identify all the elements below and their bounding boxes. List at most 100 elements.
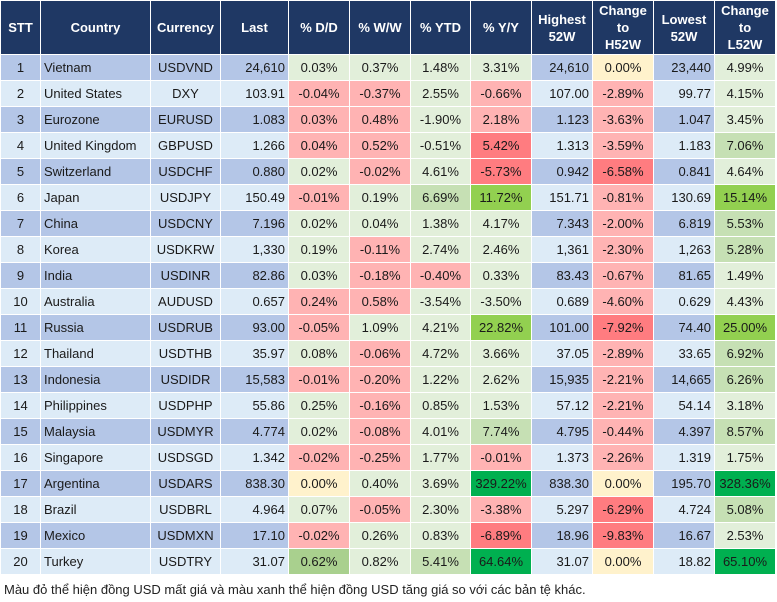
cell-pct-yy: -6.89% bbox=[470, 522, 532, 549]
cell-change-to-h52w: -0.81% bbox=[592, 184, 654, 211]
cell-pct-yy: -5.73% bbox=[470, 158, 532, 185]
cell-pct-ww: -0.16% bbox=[349, 392, 411, 419]
cell-currency: USDMYR bbox=[150, 418, 221, 445]
cell-currency: USDPHP bbox=[150, 392, 221, 419]
table-row: 14 Philippines USDPHP 55.86 0.25% -0.16% 0.85%… bbox=[0, 392, 776, 419]
cell-stt: 18 bbox=[0, 496, 41, 523]
cell-last: 35.97 bbox=[220, 340, 289, 367]
cell-last: 4.774 bbox=[220, 418, 289, 445]
cell-highest-52w: 18.96 bbox=[531, 522, 593, 549]
cell-stt: 14 bbox=[0, 392, 41, 419]
cell-pct-ww: -0.06% bbox=[349, 340, 411, 367]
cell-change-to-l52w: 6.92% bbox=[714, 340, 776, 367]
cell-stt: 15 bbox=[0, 418, 41, 445]
cell-pct-yy: 0.33% bbox=[470, 262, 532, 289]
cell-highest-52w: 1.373 bbox=[531, 444, 593, 471]
cell-pct-yy: 2.62% bbox=[470, 366, 532, 393]
cell-currency: USDIDR bbox=[150, 366, 221, 393]
cell-country: Brazil bbox=[40, 496, 151, 523]
cell-pct-ww: -0.18% bbox=[349, 262, 411, 289]
table-row: 7 China USDCNY 7.196 0.02% 0.04% 1.38% 4.17% 7.3… bbox=[0, 210, 776, 237]
cell-pct-dd: 0.03% bbox=[288, 54, 350, 81]
cell-stt: 11 bbox=[0, 314, 41, 341]
cell-change-to-h52w: -3.63% bbox=[592, 106, 654, 133]
cell-change-to-h52w: -9.83% bbox=[592, 522, 654, 549]
header-label: % W/W bbox=[358, 20, 402, 35]
cell-pct-dd: 0.02% bbox=[288, 418, 350, 445]
header-pct-ww: % W/W bbox=[349, 0, 411, 55]
cell-pct-ytd: 5.41% bbox=[410, 548, 471, 575]
cell-change-to-l52w: 4.43% bbox=[714, 288, 776, 315]
cell-highest-52w: 107.00 bbox=[531, 80, 593, 107]
table-row: 10 Australia AUDUSD 0.657 0.24% 0.58% -3.54% -3… bbox=[0, 288, 776, 315]
cell-pct-dd: 0.07% bbox=[288, 496, 350, 523]
cell-country: Malaysia bbox=[40, 418, 151, 445]
cell-currency: USDJPY bbox=[150, 184, 221, 211]
cell-currency: USDCHF bbox=[150, 158, 221, 185]
cell-pct-ww: 0.48% bbox=[349, 106, 411, 133]
cell-stt: 9 bbox=[0, 262, 41, 289]
cell-pct-ytd: 1.77% bbox=[410, 444, 471, 471]
header-change-to-h52w: Change to H52W bbox=[592, 0, 654, 55]
cell-last: 0.657 bbox=[220, 288, 289, 315]
cell-highest-52w: 0.689 bbox=[531, 288, 593, 315]
table-row: 6 Japan USDJPY 150.49 -0.01% 0.19% 6.69% 11.72%… bbox=[0, 184, 776, 211]
cell-change-to-l52w: 4.99% bbox=[714, 54, 776, 81]
cell-change-to-h52w: -6.58% bbox=[592, 158, 654, 185]
cell-pct-dd: 0.00% bbox=[288, 470, 350, 497]
cell-lowest-52w: 6.819 bbox=[653, 210, 715, 237]
cell-pct-ww: 0.19% bbox=[349, 184, 411, 211]
cell-pct-ytd: 4.01% bbox=[410, 418, 471, 445]
cell-stt: 6 bbox=[0, 184, 41, 211]
table-row: 15 Malaysia USDMYR 4.774 0.02% -0.08% 4.01% 7.7… bbox=[0, 418, 776, 445]
header-pct-dd: % D/D bbox=[288, 0, 350, 55]
cell-country: China bbox=[40, 210, 151, 237]
cell-last: 1.083 bbox=[220, 106, 289, 133]
cell-change-to-h52w: -2.26% bbox=[592, 444, 654, 471]
cell-currency: USDINR bbox=[150, 262, 221, 289]
cell-change-to-h52w: -3.59% bbox=[592, 132, 654, 159]
cell-change-to-h52w: -6.29% bbox=[592, 496, 654, 523]
cell-change-to-h52w: -0.67% bbox=[592, 262, 654, 289]
cell-pct-yy: 3.31% bbox=[470, 54, 532, 81]
cell-pct-ytd: 0.83% bbox=[410, 522, 471, 549]
cell-last: 7.196 bbox=[220, 210, 289, 237]
cell-last: 103.91 bbox=[220, 80, 289, 107]
cell-highest-52w: 37.05 bbox=[531, 340, 593, 367]
cell-change-to-l52w: 25.00% bbox=[714, 314, 776, 341]
header-label: Highest 52W bbox=[538, 11, 586, 44]
cell-lowest-52w: 18.82 bbox=[653, 548, 715, 575]
cell-pct-dd: 0.02% bbox=[288, 210, 350, 237]
cell-currency: USDVND bbox=[150, 54, 221, 81]
cell-currency: USDARS bbox=[150, 470, 221, 497]
cell-change-to-h52w: -2.21% bbox=[592, 366, 654, 393]
cell-highest-52w: 838.30 bbox=[531, 470, 593, 497]
cell-pct-ytd: 2.55% bbox=[410, 80, 471, 107]
header-pct-yy: % Y/Y bbox=[470, 0, 532, 55]
cell-pct-ytd: -1.90% bbox=[410, 106, 471, 133]
cell-pct-yy: 4.17% bbox=[470, 210, 532, 237]
cell-change-to-h52w: -0.44% bbox=[592, 418, 654, 445]
cell-pct-ww: -0.25% bbox=[349, 444, 411, 471]
cell-highest-52w: 4.795 bbox=[531, 418, 593, 445]
cell-stt: 4 bbox=[0, 132, 41, 159]
cell-change-to-l52w: 65.10% bbox=[714, 548, 776, 575]
fx-table: STT Country Currency Last % D/D % W/W % YTD % Y… bbox=[0, 0, 776, 575]
cell-change-to-h52w: 0.00% bbox=[592, 54, 654, 81]
cell-country: Vietnam bbox=[40, 54, 151, 81]
cell-last: 82.86 bbox=[220, 262, 289, 289]
cell-pct-ytd: 4.21% bbox=[410, 314, 471, 341]
header-label: Change to H52W bbox=[599, 3, 647, 52]
cell-change-to-l52w: 4.15% bbox=[714, 80, 776, 107]
cell-currency: USDTRY bbox=[150, 548, 221, 575]
cell-currency: USDRUB bbox=[150, 314, 221, 341]
cell-country: Singapore bbox=[40, 444, 151, 471]
cell-country: Indonesia bbox=[40, 366, 151, 393]
cell-lowest-52w: 1,263 bbox=[653, 236, 715, 263]
cell-pct-yy: 1.53% bbox=[470, 392, 532, 419]
cell-currency: DXY bbox=[150, 80, 221, 107]
cell-pct-ww: 1.09% bbox=[349, 314, 411, 341]
cell-lowest-52w: 130.69 bbox=[653, 184, 715, 211]
cell-pct-ww: 0.58% bbox=[349, 288, 411, 315]
cell-currency: USDKRW bbox=[150, 236, 221, 263]
